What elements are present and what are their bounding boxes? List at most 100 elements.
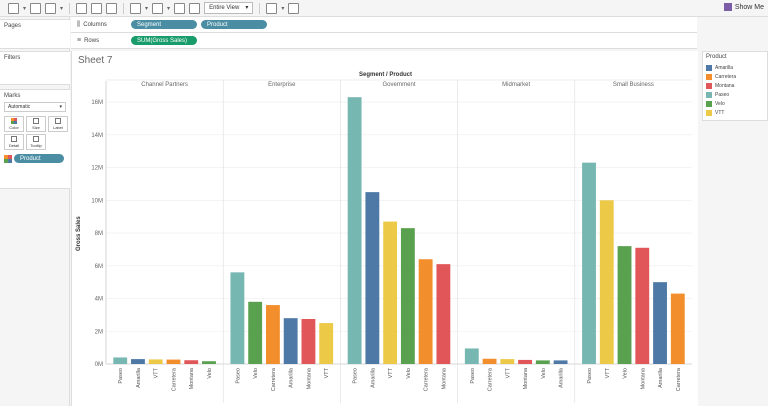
- product-pill[interactable]: Product: [201, 20, 267, 29]
- x-tick-label: Carretera: [424, 367, 430, 391]
- x-tick-label: VTT: [388, 367, 394, 378]
- color-field-pill[interactable]: Product: [14, 154, 64, 163]
- gross-sales-pill[interactable]: SUM(Gross Sales): [131, 36, 197, 45]
- legend-swatch: [706, 100, 712, 107]
- legend-item-carretera[interactable]: Carretera: [703, 72, 767, 81]
- bar[interactable]: [418, 259, 433, 364]
- bar[interactable]: [347, 97, 362, 365]
- y-tick-label: 6M: [95, 264, 103, 270]
- columns-label: Columns: [83, 21, 107, 28]
- group-icon[interactable]: [152, 2, 164, 14]
- bar[interactable]: [113, 357, 128, 364]
- segment-header[interactable]: Midmarket: [502, 82, 531, 88]
- columns-icon: ⫼: [77, 20, 81, 28]
- bar[interactable]: [230, 272, 245, 364]
- bar[interactable]: [202, 361, 216, 364]
- chevron-down-icon[interactable]: ▾: [281, 5, 285, 12]
- rows-label: Rows: [84, 37, 100, 44]
- bar[interactable]: [464, 348, 479, 364]
- legend-item-vtt[interactable]: VTT: [703, 108, 767, 117]
- x-tick-label: VTT: [324, 367, 330, 378]
- columns-shelf[interactable]: ⫼ Columns Segment Product: [71, 17, 697, 33]
- bar[interactable]: [301, 318, 316, 364]
- color-field-icon: [4, 154, 12, 163]
- segment-header[interactable]: Channel Partners: [141, 82, 188, 88]
- bar[interactable]: [582, 162, 596, 364]
- x-tick-label: Amarilla: [370, 367, 376, 388]
- color-mark-label: Color: [9, 125, 19, 130]
- legend-item-montana[interactable]: Montana: [703, 81, 767, 90]
- bar[interactable]: [383, 221, 398, 364]
- legend-item-amarilla[interactable]: Amarilla: [703, 63, 767, 72]
- sort-desc-icon[interactable]: [106, 2, 118, 14]
- bar[interactable]: [148, 359, 163, 364]
- chevron-down-icon[interactable]: ▾: [145, 5, 149, 12]
- detail-mark-button[interactable]: Detail: [4, 134, 24, 150]
- new-datasource-icon[interactable]: [8, 2, 19, 14]
- duplicate-icon[interactable]: [30, 2, 42, 14]
- bar[interactable]: [184, 360, 199, 364]
- bar[interactable]: [553, 360, 568, 364]
- sort-asc-icon[interactable]: [91, 2, 103, 14]
- bar[interactable]: [500, 359, 515, 364]
- bar[interactable]: [436, 264, 451, 364]
- detail-icon: [11, 136, 17, 142]
- x-tick-label: Montana: [523, 367, 529, 389]
- bar[interactable]: [283, 318, 298, 364]
- bar[interactable]: [482, 358, 497, 364]
- mark-type-select[interactable]: Automatic ▾: [4, 102, 66, 112]
- chevron-down-icon[interactable]: ▾: [23, 5, 27, 12]
- bar[interactable]: [248, 301, 263, 364]
- show-me-button[interactable]: Show Me: [723, 3, 764, 11]
- legend-label: Paseo: [715, 91, 730, 98]
- pages-title: Pages: [4, 23, 22, 29]
- marks-card: Marks Automatic ▾ Color Size Label Detai…: [0, 89, 70, 189]
- bar[interactable]: [535, 360, 550, 364]
- x-tick-label: Montana: [189, 367, 195, 389]
- share-icon[interactable]: [288, 2, 300, 14]
- bar[interactable]: [400, 228, 415, 364]
- bar[interactable]: [265, 305, 280, 364]
- legend-item-paseo[interactable]: Paseo: [703, 90, 767, 99]
- segment-header[interactable]: Government: [382, 82, 416, 88]
- filters-card[interactable]: Filters: [0, 51, 70, 85]
- color-mark-button[interactable]: Color: [4, 116, 24, 132]
- bar[interactable]: [365, 192, 380, 364]
- bar[interactable]: [670, 293, 685, 364]
- pin-icon[interactable]: [189, 2, 201, 14]
- legend-item-velo[interactable]: Velo: [703, 99, 767, 108]
- bar[interactable]: [319, 323, 334, 364]
- tooltip-mark-button[interactable]: Tooltip: [26, 134, 46, 150]
- rows-shelf[interactable]: ≡ Rows SUM(Gross Sales): [71, 33, 697, 49]
- bar[interactable]: [599, 200, 614, 364]
- chevron-down-icon[interactable]: ▾: [167, 5, 171, 12]
- size-mark-button[interactable]: Size: [26, 116, 46, 132]
- segment-header[interactable]: Enterprise: [268, 82, 296, 88]
- bar[interactable]: [166, 359, 181, 364]
- x-tick-label: VTT: [154, 367, 160, 378]
- bar[interactable]: [131, 359, 145, 364]
- legend-swatch: [706, 64, 712, 71]
- chevron-down-icon[interactable]: ▾: [60, 5, 64, 12]
- sheet-title[interactable]: Sheet 7: [78, 55, 113, 66]
- swap-icon[interactable]: [76, 2, 88, 14]
- x-tick-label: Montana: [306, 367, 312, 389]
- label-icon[interactable]: [174, 2, 186, 14]
- bar[interactable]: [635, 247, 650, 364]
- y-tick-label: 4M: [95, 297, 103, 303]
- fit-dropdown[interactable]: Entire View ▾: [204, 2, 254, 14]
- bar[interactable]: [617, 246, 632, 364]
- segment-header[interactable]: Small Business: [612, 82, 654, 88]
- bar[interactable]: [653, 282, 667, 364]
- label-mark-button[interactable]: Label: [48, 116, 68, 132]
- legend-label: VTT: [715, 109, 725, 116]
- legend-swatch: [706, 109, 712, 116]
- segment-pill[interactable]: Segment: [131, 20, 197, 29]
- bar[interactable]: [518, 359, 533, 364]
- left-panel: Pages Filters Marks Automatic ▾ Color Si…: [0, 17, 70, 406]
- x-tick-label: Amarilla: [658, 367, 664, 388]
- presentation-icon[interactable]: [266, 2, 278, 14]
- highlight-icon[interactable]: [130, 2, 142, 14]
- new-sheet-icon[interactable]: [45, 2, 57, 14]
- pages-card[interactable]: Pages: [0, 19, 70, 49]
